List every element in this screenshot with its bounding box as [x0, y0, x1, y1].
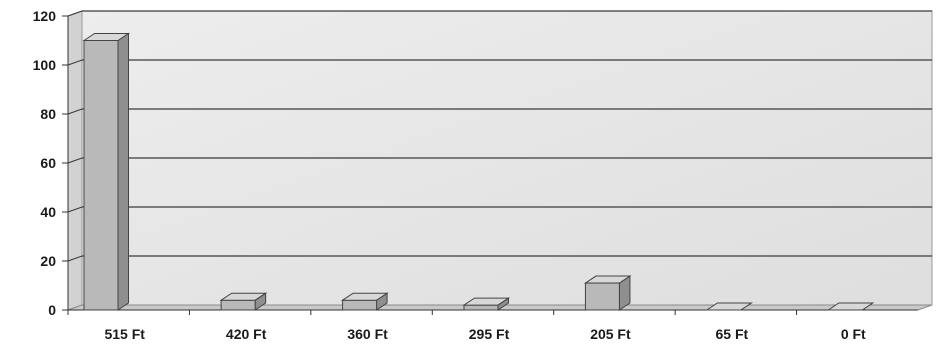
gridline-side — [67, 10, 83, 17]
x-tick-label: 0 Ft — [841, 326, 866, 342]
y-tick-label: 20 — [40, 253, 56, 269]
y-tick-label: 120 — [33, 8, 57, 24]
bar-front — [463, 304, 499, 311]
x-tick-label: 420 Ft — [226, 326, 267, 342]
bar-top — [705, 302, 754, 311]
bar — [826, 302, 875, 311]
x-tick-label: 295 Ft — [469, 326, 510, 342]
bar — [583, 275, 632, 311]
gridline-side — [67, 255, 83, 262]
bar-front — [584, 282, 620, 311]
gridline-side — [67, 206, 83, 213]
bar — [219, 292, 268, 311]
bar — [462, 297, 511, 311]
gridline-side — [67, 157, 83, 164]
bar-front — [83, 40, 119, 311]
bar-front — [342, 299, 378, 311]
bar — [82, 32, 131, 311]
y-tick-label: 40 — [40, 204, 56, 220]
x-tick-label: 360 Ft — [347, 326, 388, 342]
y-tick-label: 60 — [40, 155, 56, 171]
x-tick-label: 515 Ft — [104, 326, 145, 342]
bars — [82, 32, 875, 311]
x-axis: 515 Ft 420 Ft 360 Ft 295 Ft 205 Ft 65 Ft 0 Ft — [67, 309, 918, 342]
y-tick-label: 100 — [33, 57, 57, 73]
y-tick-label: 80 — [40, 106, 56, 122]
bar — [705, 302, 754, 311]
gridlines — [67, 10, 932, 262]
bar-front — [220, 299, 256, 311]
bar-top — [340, 292, 389, 301]
x-tick-label: 65 Ft — [716, 326, 749, 342]
bar-top — [219, 292, 268, 301]
plot-area — [67, 10, 933, 311]
y-tick-label: 0 — [48, 302, 56, 318]
bar-top — [82, 33, 131, 41]
bar — [340, 292, 389, 311]
bar-top — [826, 302, 875, 311]
x-tick-label: 205 Ft — [590, 326, 631, 342]
bar-top — [583, 275, 632, 284]
gridline-side — [67, 108, 83, 115]
bar-top — [462, 297, 511, 306]
y-axis: 0 20 40 60 80 100 120 — [33, 8, 69, 318]
bar-side — [117, 32, 129, 311]
gridline-side — [67, 59, 83, 66]
